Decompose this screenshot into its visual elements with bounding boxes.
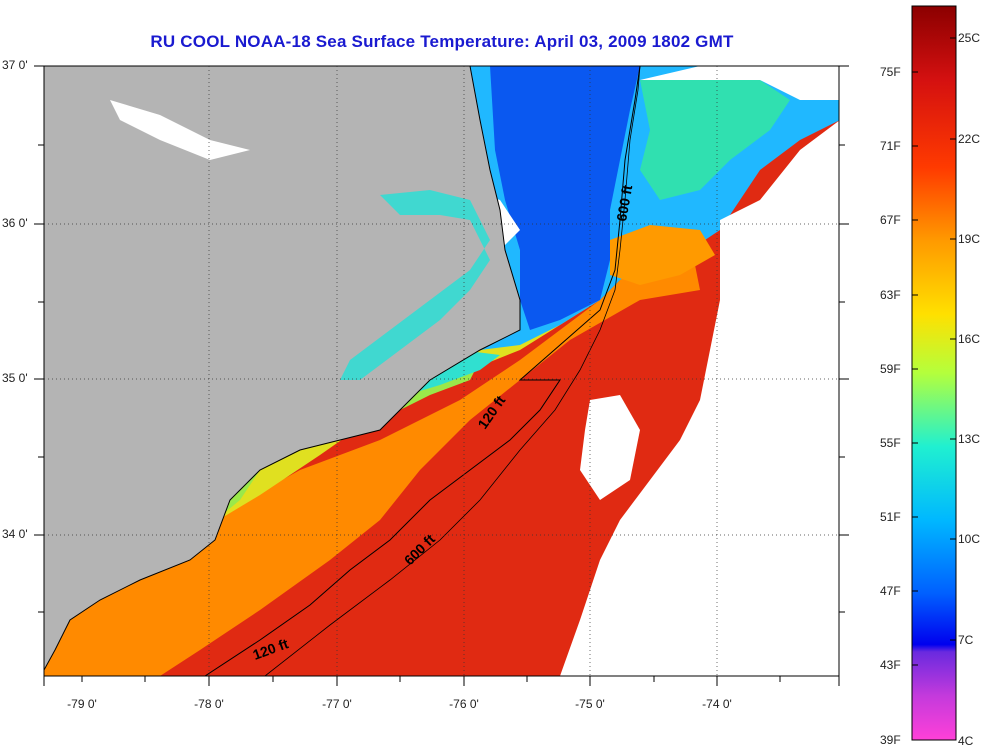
cloud-patch-north — [640, 66, 839, 100]
isobath-600ft — [264, 66, 641, 676]
graticule — [44, 66, 839, 676]
colorbar-label-51f: 51F — [880, 510, 901, 524]
lat-label-34: 34 0' — [2, 527, 28, 541]
colorbar-label-75f: 75F — [880, 65, 901, 79]
lon-label-76: -76 0' — [449, 697, 479, 711]
shelf-warm-band — [44, 240, 700, 676]
colorbar-label-59f: 59F — [880, 362, 901, 376]
colorbar-label-43f: 43F — [880, 658, 901, 672]
warm-eddy — [610, 225, 715, 285]
isobath-120ft — [204, 66, 641, 676]
nearshore-green — [44, 360, 480, 640]
cold-water-blue — [490, 66, 640, 330]
colorbar-label-7c: 7C — [958, 633, 974, 647]
colorbar-label-67f: 67F — [880, 213, 901, 227]
cloud-patch — [580, 395, 640, 500]
colorbar-label-4c: 4C — [958, 734, 974, 748]
colorbar-label-47f: 47F — [880, 584, 901, 598]
lon-label-74: -74 0' — [702, 697, 732, 711]
colorbar-label-55f: 55F — [880, 436, 901, 450]
colorbar-label-13c: 13C — [958, 432, 981, 446]
cloud-cover-east — [560, 120, 839, 676]
lon-label-78: -78 0' — [194, 697, 224, 711]
colorbar-label-16c: 16C — [958, 332, 981, 346]
lat-label-37: 37 0' — [2, 58, 28, 72]
lon-label-75: -75 0' — [575, 697, 605, 711]
isobath-label-600ft-north: 600 ft — [613, 183, 635, 222]
colorbar-label-19c: 19C — [958, 232, 981, 246]
map-title: RU COOL NOAA-18 Sea Surface Temperature:… — [150, 32, 734, 51]
colorbar-ticks — [912, 37, 956, 666]
temperature-colorbar — [911, 5, 957, 741]
nearshore-cyan — [290, 350, 500, 450]
map-frame — [43, 65, 840, 677]
colorbar-label-63f: 63F — [880, 288, 901, 302]
colorbar-label-71f: 71F — [880, 139, 901, 153]
colorbar-label-22c: 22C — [958, 132, 981, 146]
coastline — [44, 66, 521, 671]
lat-label-35: 35 0' — [2, 371, 28, 385]
lat-label-36: 36 0' — [2, 216, 28, 230]
gulf-stream-edge-green — [640, 80, 790, 200]
land-mass — [44, 66, 520, 670]
axis-ticks — [34, 65, 849, 686]
colorbar-label-39f: 39F — [880, 733, 901, 747]
inland-lake — [110, 100, 250, 160]
colorbar-label-25c: 25C — [958, 31, 981, 45]
pamlico-sound — [340, 190, 490, 380]
lon-label-77: -77 0' — [322, 697, 352, 711]
colorbar-label-10c: 10C — [958, 532, 981, 546]
lon-label-79: -79 0' — [67, 697, 97, 711]
